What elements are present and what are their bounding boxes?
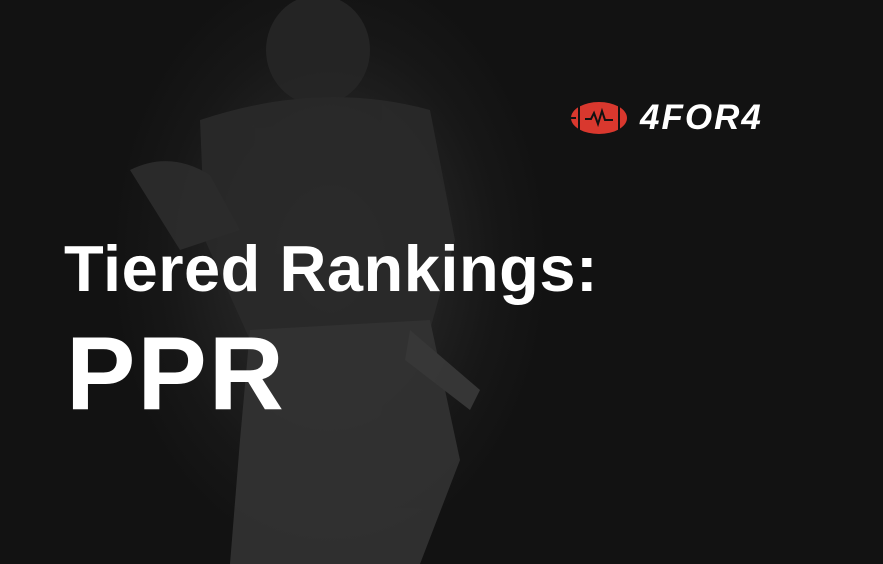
football-heartbeat-icon [571, 101, 627, 134]
headline-title: Tiered Rankings: [64, 232, 599, 305]
brand-name: 4FOR4 [640, 98, 763, 137]
brand-logo[interactable]: 4FOR4 [570, 100, 763, 135]
headline-subtitle: PPR [66, 316, 286, 432]
